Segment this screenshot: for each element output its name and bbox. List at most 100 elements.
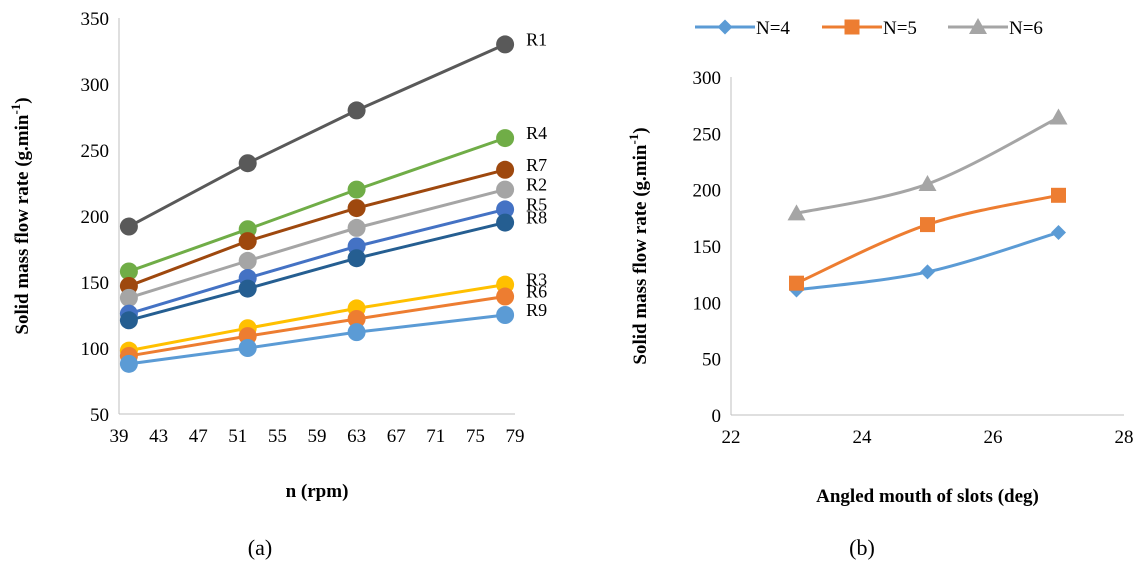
chart-b-y-tick-label: 150 bbox=[693, 237, 722, 258]
chart-a-x-tick-label: 79 bbox=[506, 426, 525, 447]
chart-b-data-point bbox=[920, 217, 935, 233]
chart-a-data-point bbox=[347, 323, 366, 342]
chart-b-series-line bbox=[796, 231, 1059, 292]
chart-a-data-point bbox=[496, 306, 515, 324]
chart-a-y-tick-label: 300 bbox=[81, 75, 110, 96]
chart-a-series-label: R7 bbox=[526, 155, 547, 175]
chart-b-legend-label: N=4 bbox=[756, 18, 790, 39]
chart-a-x-tick-label: 43 bbox=[149, 426, 168, 447]
chart-a-data-point bbox=[496, 160, 515, 179]
chart-a-series-label: R5 bbox=[526, 194, 547, 214]
chart-b-y-tick-label: 50 bbox=[702, 350, 721, 371]
chart-a-y-axis-title: Solid mass flow rate (g.min-1) bbox=[8, 97, 33, 334]
chart-a-data-point bbox=[496, 287, 515, 306]
chart-b-legend-marker bbox=[844, 19, 860, 35]
chart-b-legend-label: N=6 bbox=[1009, 18, 1043, 39]
chart-b-y-tick-label: 0 bbox=[712, 406, 722, 427]
chart-a-x-tick-label: 75 bbox=[466, 426, 485, 447]
chart-b-y-tick-label: 100 bbox=[693, 293, 722, 314]
chart-b-series-line bbox=[796, 116, 1060, 215]
chart-a: 50 100 150 200 250 300 350 39 43 47 51 55 59 63 67 71 75… bbox=[8, 9, 547, 560]
chart-a-x-tick-label: 71 bbox=[426, 426, 445, 447]
chart-a-x-tick-label: 51 bbox=[228, 426, 247, 447]
chart-b-y-axis-title-superscript: -1 bbox=[626, 134, 641, 145]
chart-b-legend-label: N=5 bbox=[883, 18, 917, 39]
chart-b-y-axis-title-close: ) bbox=[630, 127, 651, 133]
chart-a-data-point bbox=[496, 213, 515, 232]
chart-b-x-axis-title: Angled mouth of slots (deg) bbox=[816, 486, 1039, 507]
chart-a-data-point bbox=[347, 180, 366, 199]
chart-a-data-point bbox=[496, 200, 515, 219]
chart-a-x-tick-label: 39 bbox=[110, 426, 129, 447]
chart-a-y-axis-title-text: Solid mass flow rate (g.min bbox=[12, 114, 33, 335]
chart-a-series-label: R2 bbox=[526, 175, 547, 195]
chart-b-data-point bbox=[787, 204, 806, 221]
chart-a-data-point bbox=[238, 251, 257, 270]
chart-a-series-line bbox=[128, 207, 506, 316]
chart-b-legend: N=4 N=5 N=6 bbox=[695, 18, 1043, 39]
chart-a-panel-label: (a) bbox=[248, 535, 272, 560]
chart-a-data-point bbox=[496, 129, 515, 148]
chart-a-y-axis-title-close: ) bbox=[12, 97, 33, 103]
chart-a-series-label: R9 bbox=[526, 300, 547, 320]
chart-a-data-point bbox=[238, 339, 257, 357]
chart-a-data-point bbox=[119, 262, 138, 281]
chart-a-data-point bbox=[496, 180, 515, 199]
chart-b-legend-marker bbox=[717, 19, 733, 35]
chart-a-x-tick-label: 55 bbox=[268, 426, 287, 447]
chart-b-y-tick-label: 250 bbox=[693, 124, 722, 145]
chart-a-data-point bbox=[238, 279, 257, 298]
chart-a-series-line bbox=[128, 136, 506, 273]
chart-a-data-point bbox=[496, 35, 515, 54]
chart-b-y-tick-label: 200 bbox=[693, 181, 722, 202]
chart-b-x-tick-label: 26 bbox=[984, 427, 1003, 448]
chart-a-series-label: R4 bbox=[526, 123, 547, 143]
chart-a-series-line bbox=[128, 283, 506, 353]
chart-a-series-label: R8 bbox=[526, 208, 547, 228]
chart-a-series-line bbox=[128, 221, 506, 322]
chart-a-y-tick-label: 350 bbox=[81, 9, 110, 30]
chart-b-data-point bbox=[920, 264, 935, 280]
chart-a-y-axis-title-superscript: -1 bbox=[8, 104, 23, 115]
chart-a-y-tick-label: 150 bbox=[81, 273, 110, 294]
chart-a-series-line bbox=[128, 188, 506, 300]
chart-a-series-line bbox=[128, 313, 506, 366]
chart-a-data-point bbox=[347, 199, 366, 218]
chart-a-series-line bbox=[128, 295, 506, 358]
chart-a-data-point bbox=[238, 232, 257, 251]
chart-a-y-tick-label: 200 bbox=[81, 207, 110, 228]
chart-a-y-tick-label: 100 bbox=[81, 339, 110, 360]
chart-a-series-label: R3 bbox=[526, 270, 547, 290]
chart-a-series-line bbox=[128, 43, 506, 228]
chart-b-x-tick-label: 28 bbox=[1115, 427, 1134, 448]
chart-b: 0 50 100 150 200 250 300 22 24 26 28 Angled mouth o… bbox=[626, 18, 1134, 560]
chart-b-data-point bbox=[789, 275, 804, 291]
chart-b-x-tick-label: 24 bbox=[853, 427, 873, 448]
chart-a-series-line bbox=[128, 168, 506, 288]
chart-a-x-axis-title: n (rpm) bbox=[286, 481, 349, 502]
chart-b-y-axis-title: Solid mass flow rate (g.min-1) bbox=[626, 127, 651, 364]
chart-a-data-point bbox=[119, 288, 138, 307]
chart-a-data-point bbox=[238, 154, 257, 173]
chart-a-data-point bbox=[119, 311, 138, 330]
chart-a-data-point bbox=[347, 309, 366, 328]
chart-a-y-tick-label: 50 bbox=[90, 405, 109, 426]
chart-a-x-tick-label: 67 bbox=[387, 426, 406, 447]
chart-a-data-point bbox=[119, 354, 138, 373]
chart-a-data-point bbox=[347, 249, 366, 268]
chart-a-data-point bbox=[347, 101, 366, 120]
chart-b-y-tick-label: 300 bbox=[693, 68, 722, 89]
chart-a-x-tick-label: 47 bbox=[189, 426, 208, 447]
chart-b-legend-marker bbox=[969, 18, 987, 34]
chart-b-y-axis-title-text: Solid mass flow rate (g.min bbox=[630, 144, 651, 365]
chart-a-y-tick-label: 250 bbox=[81, 141, 110, 162]
chart-b-data-point bbox=[1051, 187, 1066, 203]
chart-a-series-label: R1 bbox=[526, 29, 547, 49]
chart-b-panel-label: (b) bbox=[849, 535, 875, 560]
chart-b-data-point bbox=[1051, 224, 1066, 240]
chart-a-series-label: R6 bbox=[526, 282, 547, 302]
chart-a-data-point bbox=[119, 217, 138, 236]
chart-b-data-point bbox=[1049, 108, 1068, 125]
chart-b-data-point bbox=[918, 175, 937, 192]
